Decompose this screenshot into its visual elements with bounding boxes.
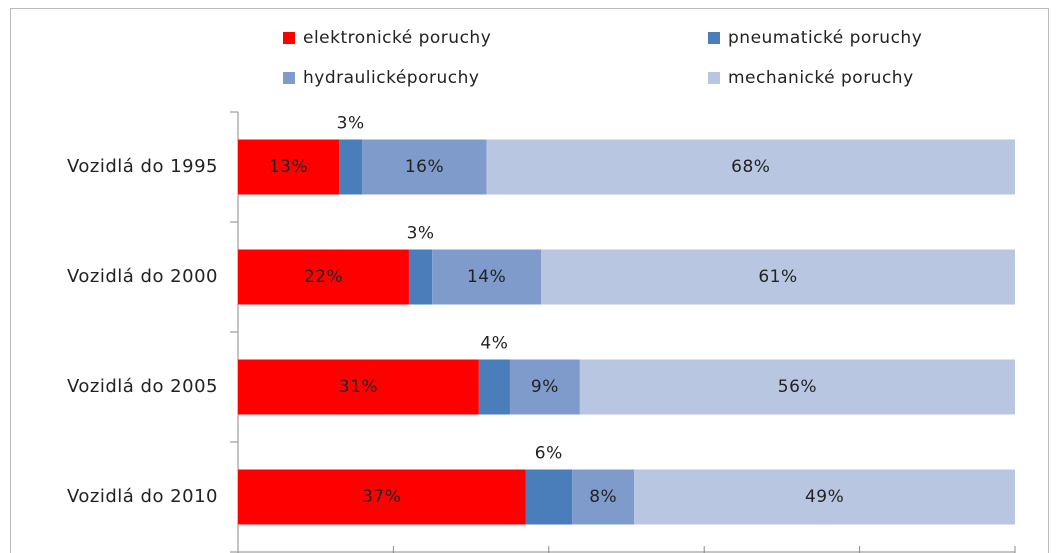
bar-segment — [432, 249, 542, 305]
category-label: Vozidlá do 1995 — [67, 156, 218, 177]
legend-label: elektronické poruchy — [303, 28, 491, 48]
data-label: 3% — [407, 224, 435, 244]
data-label: 31% — [339, 377, 378, 397]
bar-segment — [579, 359, 1015, 415]
bar-segment — [408, 249, 433, 305]
data-label: 9% — [531, 377, 559, 397]
bar-segment — [525, 469, 573, 525]
legend-label: mechanické poruchy — [728, 68, 914, 88]
data-label: 37% — [362, 487, 401, 507]
bar-segment — [362, 139, 487, 195]
data-label: 16% — [405, 157, 444, 177]
data-label: 22% — [304, 267, 343, 287]
bar-segment — [238, 139, 340, 195]
bar-segment — [634, 469, 1015, 525]
bar-segment — [478, 359, 510, 415]
bar-segment — [238, 249, 409, 305]
data-label: 13% — [269, 157, 308, 177]
legend-label: hydraulicképoruchy — [303, 68, 479, 88]
bar-segment — [486, 139, 1015, 195]
category-label: Vozidlá do 2005 — [67, 376, 218, 397]
category-label: Vozidlá do 2010 — [67, 486, 218, 507]
bar-segment — [541, 249, 1015, 305]
data-label: 49% — [805, 487, 844, 507]
bar-segment — [339, 139, 363, 195]
legend-label: pneumatické poruchy — [728, 28, 922, 48]
data-label: 14% — [467, 267, 506, 287]
data-label: 8% — [589, 487, 617, 507]
bar-segment — [509, 359, 580, 415]
legend-swatch — [708, 72, 720, 84]
bar-segment — [238, 359, 479, 415]
data-label: 61% — [758, 267, 797, 287]
legend-swatch — [283, 72, 295, 84]
legend-swatch — [283, 32, 295, 44]
bar-segment — [238, 469, 526, 525]
data-label: 56% — [778, 377, 817, 397]
legend-swatch — [708, 32, 720, 44]
data-label: 68% — [731, 157, 770, 177]
category-label: Vozidlá do 2000 — [67, 266, 218, 287]
bar-segment — [572, 469, 635, 525]
data-label: 3% — [337, 114, 365, 134]
data-label: 6% — [535, 444, 563, 464]
data-label: 4% — [480, 334, 508, 354]
